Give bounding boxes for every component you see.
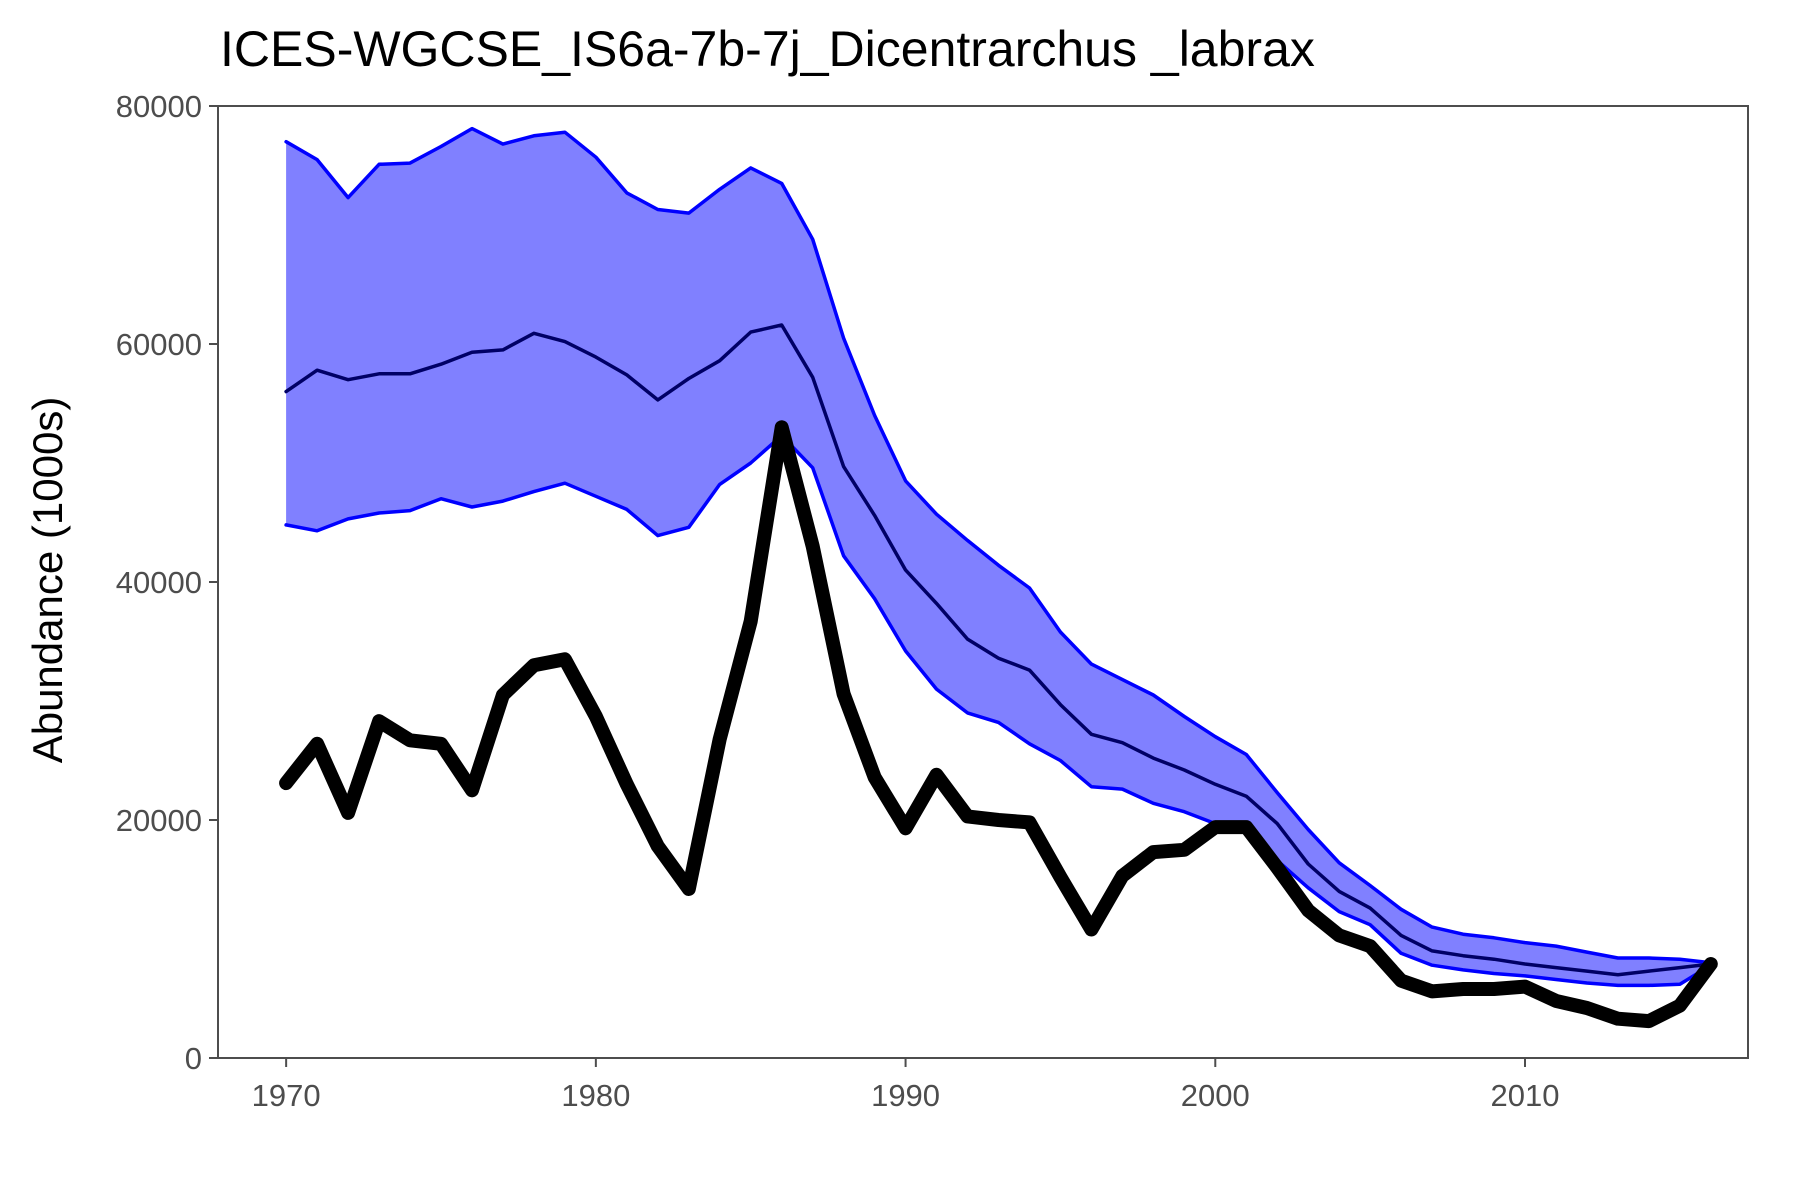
x-tick-label: 2000 [1181,1078,1250,1113]
band-lower-line [284,433,1713,988]
y-tick-label: 40000 [116,565,202,600]
band-upper-line [284,126,1713,965]
y-axis: 0 20000 40000 60000 80000 [116,89,218,1076]
y-tick-label: 0 [185,1041,202,1076]
x-tick-label: 1980 [561,1078,630,1113]
y-tick-label: 60000 [116,327,202,362]
y-axis-label: Abundance (1000s) [24,397,71,764]
chart-title: ICES-WGCSE_IS6a-7b-7j_Dicentrarchus _lab… [220,21,1315,77]
plot-area [217,105,1749,1059]
confidence-band [286,128,1711,986]
y-tick-label: 20000 [116,803,202,838]
x-axis: 1970 1980 1990 2000 2010 [252,1058,1560,1113]
x-tick-label: 2010 [1491,1078,1560,1113]
observed-line [279,420,1718,1029]
x-tick-label: 1990 [871,1078,940,1113]
y-tick-label: 80000 [116,89,202,124]
x-tick-label: 1970 [252,1078,321,1113]
central-estimate-line [284,323,1713,977]
